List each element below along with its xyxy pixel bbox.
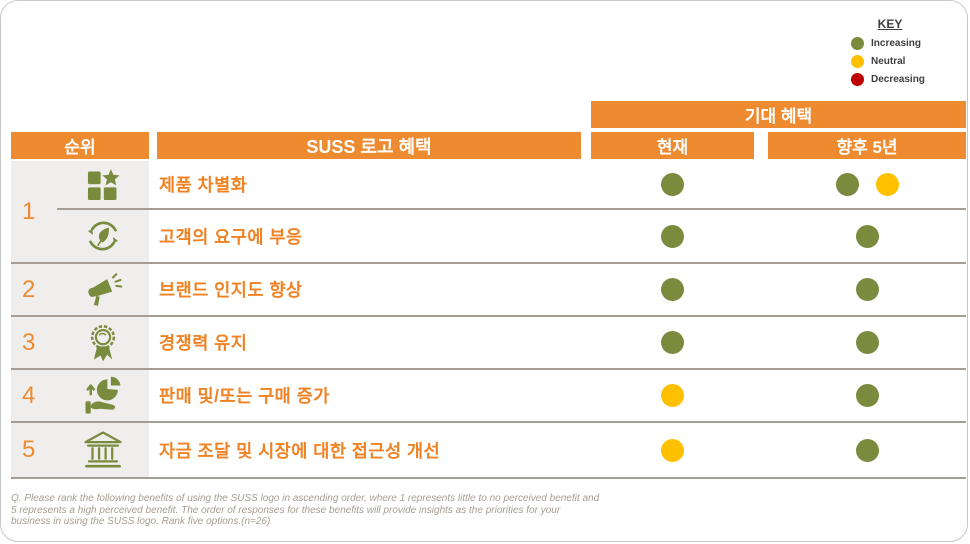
next5-status-cell xyxy=(768,173,966,197)
increasing-status-dot xyxy=(855,224,879,248)
survey-question-footnote: Q. Please rank the following benefits of… xyxy=(11,493,691,528)
rank-cell: 1 xyxy=(11,161,149,262)
rank-number: 5 xyxy=(22,436,36,463)
increasing-status-dot xyxy=(835,173,859,197)
legend-title: KEY xyxy=(877,17,903,31)
increasing-status-dot xyxy=(661,173,684,197)
eco-cycle-icon xyxy=(57,210,149,262)
table-row-rank3: 3 경쟁력 유지 xyxy=(11,317,966,370)
current-status-cell xyxy=(591,384,754,407)
megaphone-icon xyxy=(57,264,149,315)
table-row-rank5: 5 자금 조달 및 시장에 대한 접근성 개선 xyxy=(11,423,966,479)
table-row-rank2: 2 브랜드 인지도 향상 xyxy=(11,264,966,317)
next5-status-cell xyxy=(768,224,966,248)
decreasing-dot-icon xyxy=(851,73,864,86)
current-status-cell xyxy=(591,331,754,354)
footnote-line: Q. Please rank the following benefits of… xyxy=(11,493,600,504)
legend-label: Neutral xyxy=(871,56,906,67)
benefit-label: 경쟁력 유지 xyxy=(159,333,248,353)
benefit-label: 고객의 요구에 부응 xyxy=(159,226,303,247)
rank-number: 4 xyxy=(22,381,36,409)
increasing-status-dot xyxy=(855,278,879,301)
award-ribbon-icon xyxy=(57,317,149,368)
benefit-column-header: SUSS 로고 혜택 xyxy=(157,132,581,159)
rank-number: 2 xyxy=(22,275,36,303)
table-row-rank1: 1 xyxy=(11,161,966,264)
benefit-row: 브랜드 인지도 향상 xyxy=(149,264,966,315)
increasing-status-dot xyxy=(855,438,879,462)
neutral-status-dot xyxy=(661,384,684,407)
rank-cell: 4 xyxy=(11,370,149,421)
next5-status-cell xyxy=(768,278,966,301)
current-status-cell xyxy=(591,224,754,248)
benefit-row: 제품 차별화 xyxy=(149,161,966,211)
next5-status-cell xyxy=(768,331,966,354)
rank-number: 1 xyxy=(22,197,36,225)
current-column-header: 현재 xyxy=(591,132,754,159)
key-legend: KEY Increasing Neutral Decreasing xyxy=(851,17,963,91)
expected-benefit-group-header: 기대 혜택 xyxy=(591,101,966,128)
table-row-rank4: 4 판매 및/또는 구매 증가 xyxy=(11,370,966,423)
rank-number: 3 xyxy=(22,328,36,356)
benefit-label: 브랜드 인지도 향상 xyxy=(159,280,303,300)
increasing-status-dot xyxy=(661,224,684,248)
rank-cell: 3 xyxy=(11,317,149,368)
sales-growth-icon xyxy=(57,370,149,421)
benefit-label: 제품 차별화 xyxy=(159,175,248,196)
footnote-line: business in using the SUSS logo. Rank fi… xyxy=(11,516,271,527)
current-status-cell xyxy=(591,173,754,197)
increasing-status-dot xyxy=(661,278,684,301)
next5-column-header: 향후 5년 xyxy=(768,132,966,159)
current-status-cell xyxy=(591,438,754,462)
increasing-status-dot xyxy=(855,384,879,407)
benefit-table: 1 xyxy=(11,161,966,479)
rank-column-header: 순위 xyxy=(11,132,149,159)
rank-cell: 2 xyxy=(11,264,149,315)
benefit-row: 경쟁력 유지 xyxy=(149,317,966,368)
current-status-cell xyxy=(591,278,754,301)
neutral-dot-icon xyxy=(851,55,864,68)
legend-label: Decreasing xyxy=(871,74,925,85)
increasing-status-dot xyxy=(661,331,684,354)
next5-status-cell xyxy=(768,438,966,462)
next5-status-cell xyxy=(768,384,966,407)
product-differentiation-icon xyxy=(57,161,149,211)
benefit-label: 자금 조달 및 시장에 대한 접근성 개선 xyxy=(159,440,441,461)
increasing-status-dot xyxy=(855,331,879,354)
legend-item-increasing: Increasing xyxy=(851,37,963,50)
benefit-row: 고객의 요구에 부응 xyxy=(149,210,966,262)
legend-item-decreasing: Decreasing xyxy=(851,73,963,86)
increasing-dot-icon xyxy=(851,37,864,50)
benefit-row: 자금 조달 및 시장에 대한 접근성 개선 xyxy=(149,423,966,477)
neutral-status-dot xyxy=(875,173,899,197)
benefit-row: 판매 및/또는 구매 증가 xyxy=(149,370,966,421)
legend-item-neutral: Neutral xyxy=(851,55,963,68)
neutral-status-dot xyxy=(661,438,684,462)
footnote-line: 5 represents a high perceived benefit. T… xyxy=(11,504,561,516)
bank-icon xyxy=(57,423,149,477)
benefit-label: 판매 및/또는 구매 증가 xyxy=(159,386,330,406)
legend-label: Increasing xyxy=(871,38,922,49)
rank-cell: 5 xyxy=(11,423,149,477)
